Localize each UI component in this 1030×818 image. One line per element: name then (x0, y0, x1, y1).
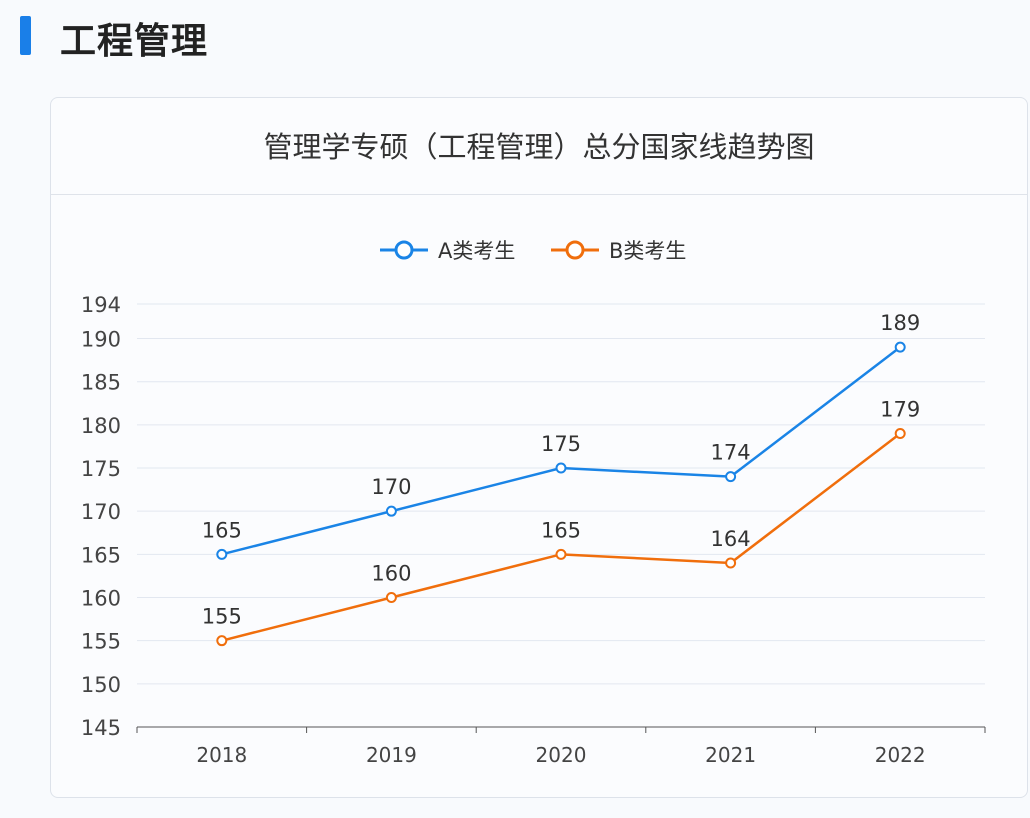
y-tick-label: 175 (81, 457, 121, 481)
data-point (385, 592, 397, 604)
data-point (216, 635, 228, 647)
page-heading: 工程管理 (60, 21, 209, 62)
chart-title: 管理学专硕（工程管理）总分国家线趋势图 (263, 130, 815, 164)
y-tick-label: 145 (81, 716, 121, 740)
y-tick-label: 194 (81, 293, 121, 317)
legend-label: B类考生 (609, 239, 686, 263)
chart-card: 管理学专硕（工程管理）总分国家线趋势图 (50, 97, 1028, 798)
y-tick-label: 170 (81, 500, 121, 524)
data-point (385, 505, 397, 517)
x-tick-label: 2020 (536, 743, 587, 767)
data-point (555, 462, 567, 474)
x-tick-label: 2022 (875, 743, 926, 767)
data-point (725, 557, 737, 569)
data-label: 164 (711, 527, 751, 551)
y-tick-label: 190 (81, 328, 121, 352)
y-tick-label: 185 (81, 371, 121, 395)
data-label: 155 (202, 605, 242, 629)
x-tick-label: 2019 (366, 743, 417, 767)
data-label: 165 (202, 518, 242, 542)
data-label: 170 (371, 475, 411, 499)
y-tick-label: 180 (81, 414, 121, 438)
y-tick-label: 155 (81, 630, 121, 654)
data-label: 174 (711, 441, 751, 465)
data-point (894, 427, 906, 439)
heading-accent-bar (20, 16, 31, 55)
y-tick-label: 150 (81, 673, 121, 697)
data-label: 189 (880, 311, 920, 335)
y-tick-label: 160 (81, 587, 121, 611)
data-point (725, 471, 737, 483)
y-tick-label: 165 (81, 543, 121, 567)
title-divider (51, 194, 1027, 195)
legend-label: A类考生 (438, 239, 515, 263)
data-label: 175 (541, 432, 581, 456)
data-point (894, 341, 906, 353)
data-point (555, 548, 567, 560)
legend-marker (565, 240, 585, 260)
legend-marker (394, 240, 414, 260)
data-label: 179 (880, 397, 920, 421)
x-tick-label: 2021 (705, 743, 756, 767)
x-tick-label: 2018 (196, 743, 247, 767)
data-point (216, 548, 228, 560)
data-label: 160 (371, 562, 411, 586)
data-label: 165 (541, 518, 581, 542)
